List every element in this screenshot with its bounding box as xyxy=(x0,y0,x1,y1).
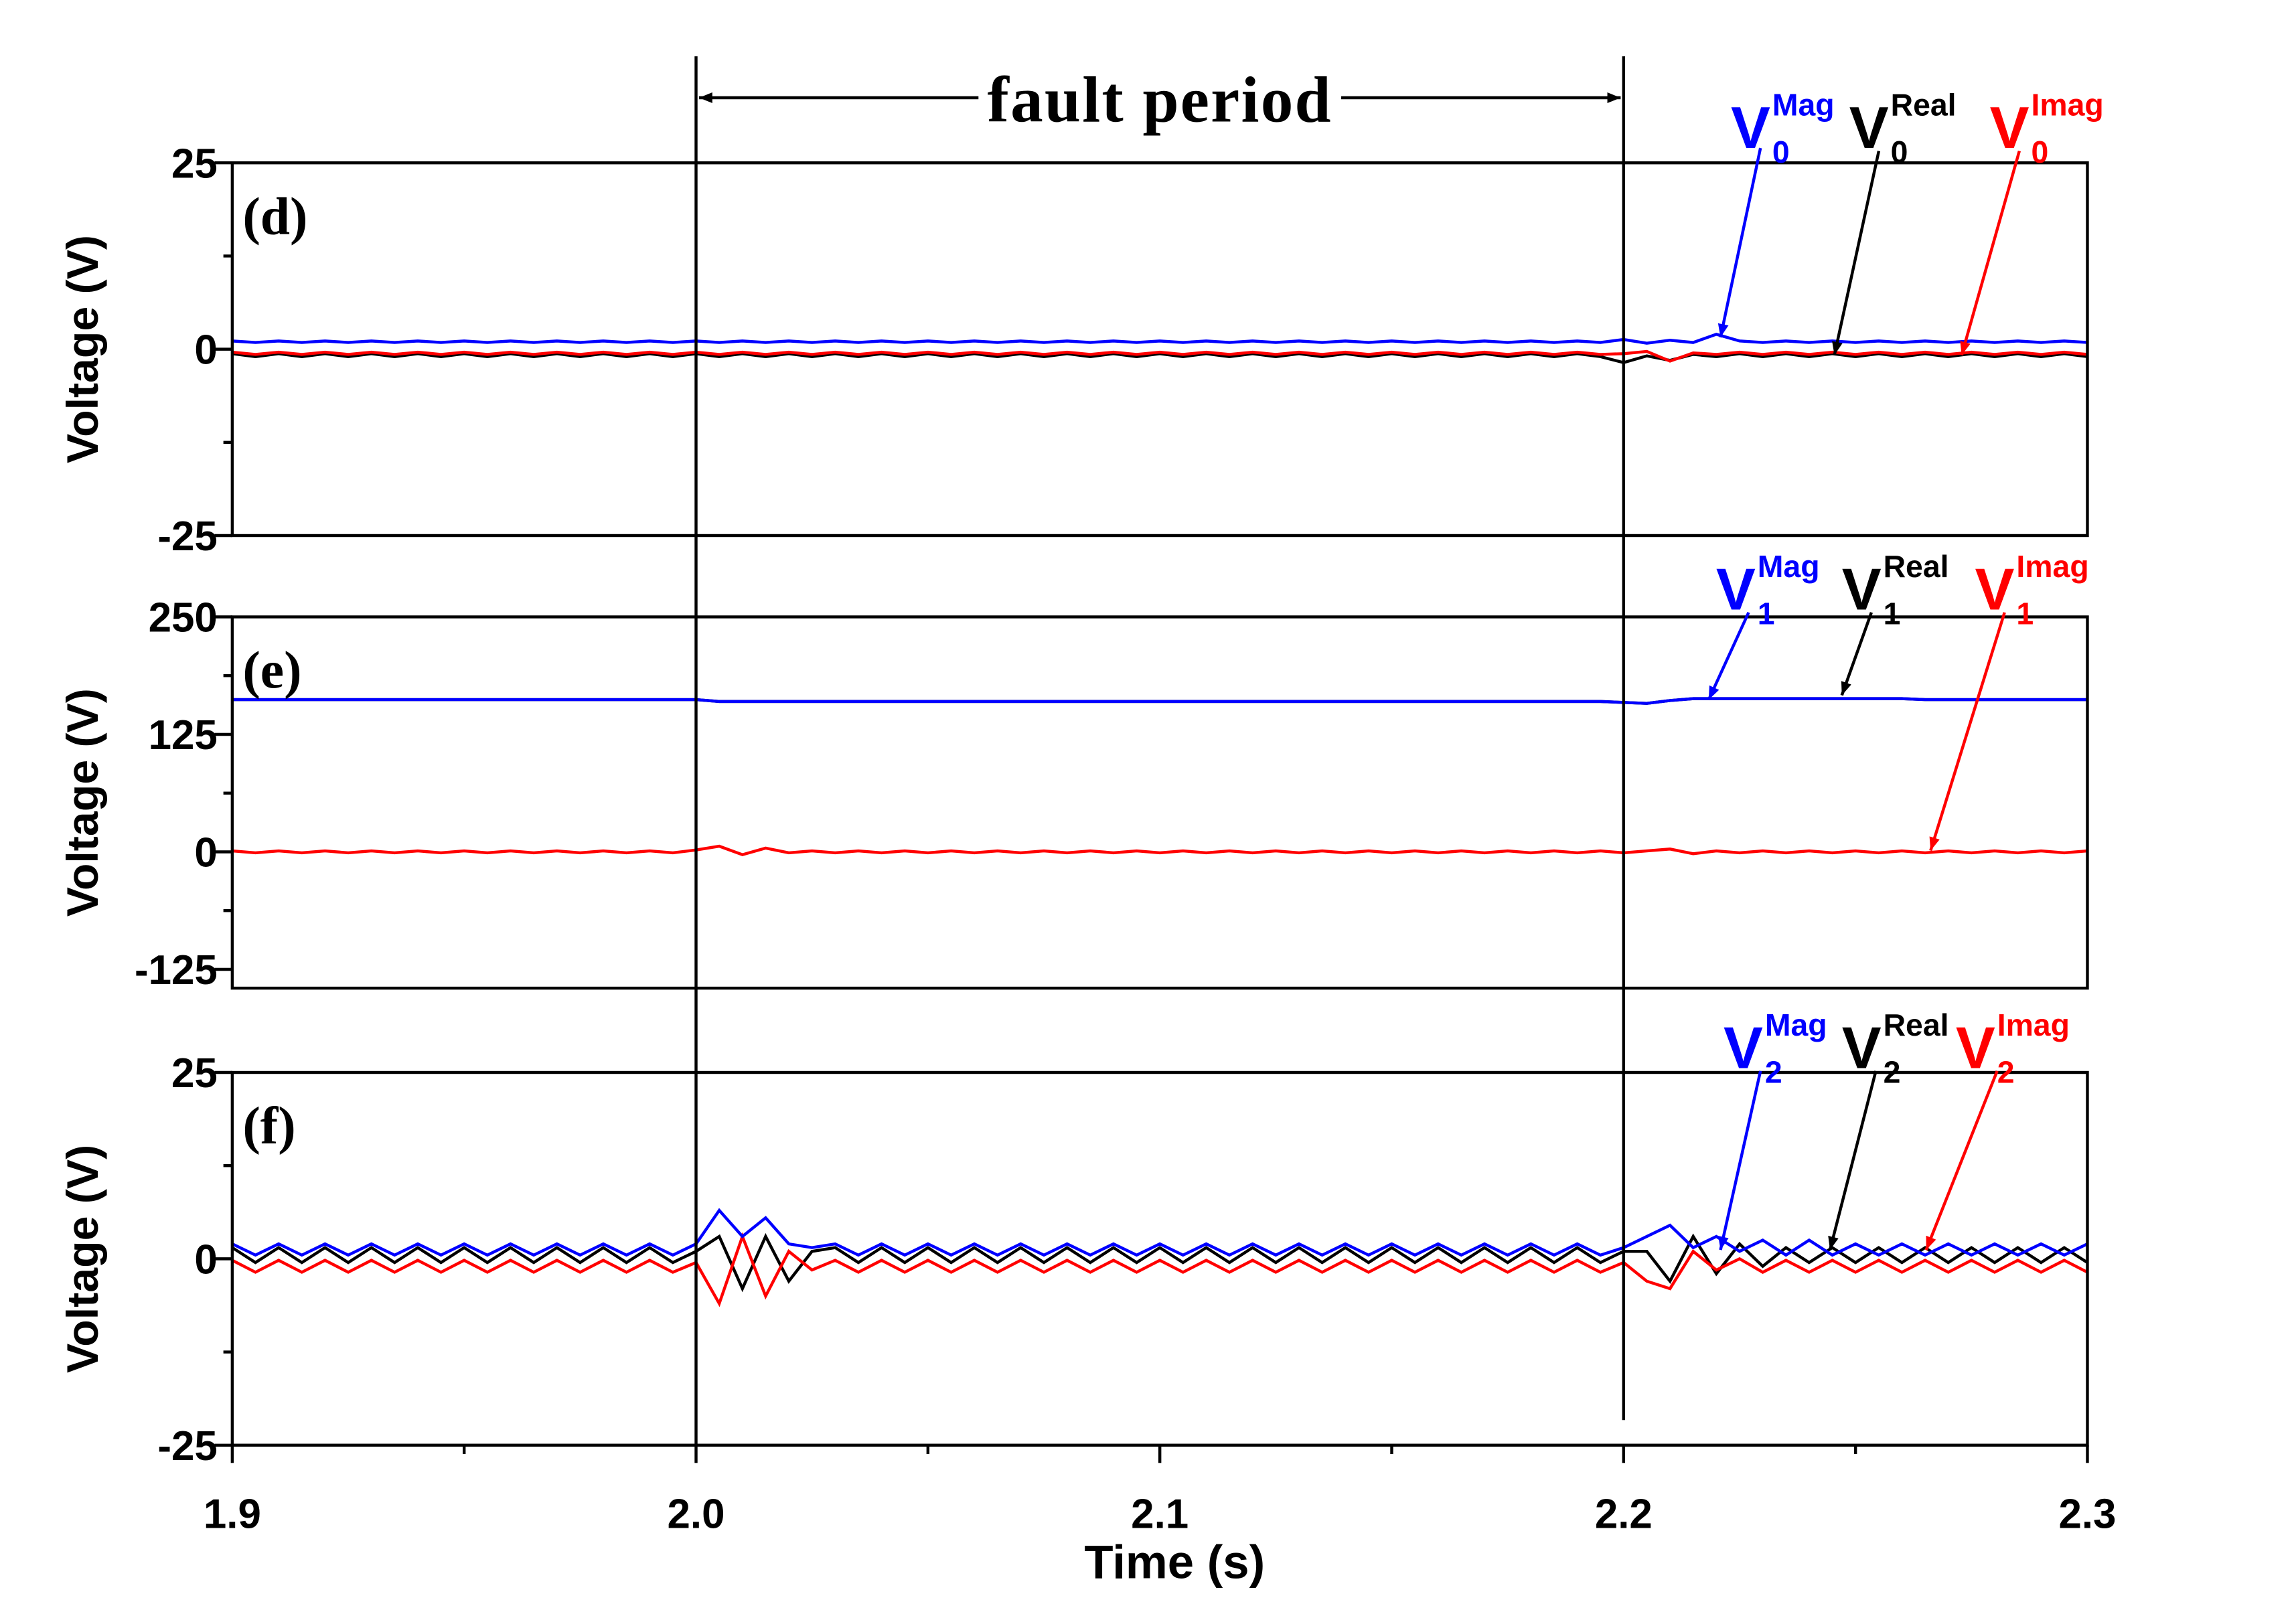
legend-name: V xyxy=(1975,556,2015,622)
legend-entry: V Imag 0 xyxy=(1960,88,2104,356)
legend-arrow xyxy=(1960,150,2021,356)
panel-label: (f) xyxy=(242,1097,295,1155)
legend-arrow xyxy=(1828,1070,1878,1251)
plot-frame xyxy=(230,1070,2089,1447)
legend-sub: 0 xyxy=(2032,135,2049,169)
x-tick-label: 1.9 xyxy=(204,1492,261,1538)
y-tick-label: 0 xyxy=(194,1236,217,1283)
legend-sub: 2 xyxy=(1997,1054,2015,1089)
legend-sub: 1 xyxy=(1884,596,1901,631)
legend-arrow xyxy=(1832,151,1881,355)
y-tick-label: 125 xyxy=(149,712,218,758)
legend-entry: V Mag 2 xyxy=(1718,1008,1827,1251)
series-line xyxy=(231,1208,2088,1257)
legend-arrow xyxy=(1707,611,1750,701)
legend-sup: Mag xyxy=(1758,549,1820,584)
x-tick-label: 2.0 xyxy=(668,1492,725,1538)
legend-entry: V Mag 1 xyxy=(1707,549,1820,701)
y-axis-label: Voltage (V) xyxy=(58,235,108,463)
x-axis-label: Time (s) xyxy=(1084,1536,1265,1589)
legend-entry: V Real 2 xyxy=(1828,1008,1949,1251)
legend-sub: 0 xyxy=(1891,135,1908,169)
legend-sup: Mag xyxy=(1772,88,1835,123)
series-line xyxy=(232,349,2088,363)
x-tick-label: 2.3 xyxy=(2058,1492,2116,1538)
legend-arrow xyxy=(1718,1070,1762,1251)
y-tick-label: 0 xyxy=(194,830,217,876)
legend-sup: Mag xyxy=(1765,1008,1827,1042)
y-axis-label: Voltage (V) xyxy=(58,1145,108,1373)
y-tick-label: -25 xyxy=(157,513,217,560)
legend-name: V xyxy=(1990,94,2030,161)
legend-name: V xyxy=(1842,556,1882,622)
legend-name: V xyxy=(1731,94,1770,161)
y-tick-label: 25 xyxy=(171,1050,218,1097)
legend-sup: Imag xyxy=(1997,1008,2070,1042)
x-tick-label: 2.2 xyxy=(1595,1492,1653,1538)
y-tick-label: -25 xyxy=(157,1423,217,1469)
legend-entry: V Imag 1 xyxy=(1929,549,2089,852)
panel-label: (e) xyxy=(242,641,301,700)
legend-sup: Real xyxy=(1884,1008,1949,1042)
legend-sup: Real xyxy=(1884,549,1949,584)
fault-label: fault period xyxy=(988,64,1332,136)
series-line xyxy=(231,1232,2088,1307)
plot-frame xyxy=(230,161,2089,538)
y-tick-label: 25 xyxy=(171,141,218,187)
legend-sub: 2 xyxy=(1884,1054,1901,1089)
legend-sub: 2 xyxy=(1765,1054,1782,1089)
legend-sub: 1 xyxy=(1758,596,1775,631)
legend-name: V xyxy=(1716,556,1756,622)
legend-sup: Imag xyxy=(2016,549,2088,584)
legend-entry: V Mag 0 xyxy=(1717,88,1835,338)
legend-entry: V Imag 2 xyxy=(1924,1008,2070,1251)
series-line xyxy=(232,333,2088,345)
legend-sub: 1 xyxy=(2016,596,2034,631)
y-tick-label: 0 xyxy=(194,327,217,374)
series-line xyxy=(231,1232,2088,1293)
legend-sup: Real xyxy=(1891,88,1957,123)
legend-sup: Imag xyxy=(2032,88,2104,123)
x-tick-label: 2.1 xyxy=(1131,1492,1189,1538)
y-axis-label: Voltage (V) xyxy=(58,688,108,916)
legend-arrow xyxy=(1840,612,1873,696)
series-line xyxy=(232,844,2088,857)
series-line xyxy=(232,697,2088,705)
legend-name: V xyxy=(1724,1014,1763,1080)
legend-arrow xyxy=(1717,147,1762,338)
legend-entry: V Real 0 xyxy=(1832,88,1957,355)
legend-entry: V Real 1 xyxy=(1840,549,1949,696)
legend-name: V xyxy=(1849,94,1889,161)
panel-label: (d) xyxy=(242,187,307,246)
legend-arrow xyxy=(1929,612,2006,852)
legend-name: V xyxy=(1956,1014,1995,1080)
y-tick-label: -125 xyxy=(135,947,218,993)
legend-arrow xyxy=(1924,1070,1999,1251)
legend-name: V xyxy=(1842,1014,1882,1080)
y-tick-label: 250 xyxy=(149,595,218,641)
legend-sub: 0 xyxy=(1772,135,1790,169)
plot-frame xyxy=(230,615,2089,990)
